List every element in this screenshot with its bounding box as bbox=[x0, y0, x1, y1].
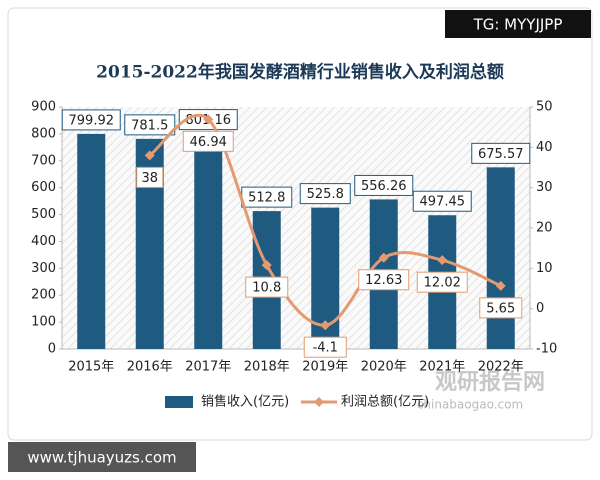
data-label: 781.5 bbox=[131, 118, 168, 133]
x-tick-label: 2018年 bbox=[244, 360, 290, 375]
label-box bbox=[299, 183, 351, 205]
marker bbox=[261, 260, 272, 271]
tag: TG: MYYJJPP bbox=[473, 16, 563, 34]
marker bbox=[203, 114, 214, 125]
y-tick-label: 200 bbox=[31, 288, 56, 303]
watermark-url: chinabaogao.com bbox=[417, 398, 523, 412]
y-tick-label: 900 bbox=[31, 100, 56, 115]
marker bbox=[495, 280, 506, 291]
y-tick-label: 100 bbox=[31, 315, 56, 330]
data-label: 5.65 bbox=[486, 301, 515, 316]
label-box bbox=[412, 190, 472, 212]
data-label: 46.94 bbox=[190, 135, 227, 150]
y2-tick-label: 10 bbox=[536, 261, 553, 276]
bar bbox=[77, 133, 106, 349]
label-box bbox=[61, 109, 121, 131]
label-box bbox=[479, 297, 523, 319]
x-tick-label: 2016年 bbox=[127, 360, 173, 375]
x-tick-label: 2021年 bbox=[419, 360, 465, 375]
y-tick-label: 0 bbox=[48, 342, 56, 357]
label-box bbox=[471, 142, 531, 164]
y-tick-label: 700 bbox=[31, 153, 56, 168]
chart-title: 2015-2022年我国发酵酒精行业销售收入及利润总额 bbox=[96, 62, 504, 83]
data-label: 525.8 bbox=[307, 187, 344, 202]
label-box bbox=[245, 276, 289, 298]
plot-area bbox=[62, 107, 530, 349]
x-tick-label: 2015年 bbox=[68, 360, 114, 375]
data-label: 12.02 bbox=[424, 276, 461, 291]
marker bbox=[144, 150, 155, 161]
y2-tick-label: 20 bbox=[536, 221, 553, 236]
y2-tick-label: 30 bbox=[536, 180, 553, 195]
data-label: -4.1 bbox=[313, 341, 338, 356]
data-label: 10.8 bbox=[252, 281, 281, 296]
x-tick-label: 2019年 bbox=[302, 360, 348, 375]
x-tick-label: 2020年 bbox=[361, 360, 407, 375]
data-label: 512.8 bbox=[248, 191, 285, 206]
y2-tick-label: -10 bbox=[536, 342, 557, 357]
site: www.tjhuayuzs.com bbox=[27, 449, 176, 467]
bar bbox=[194, 133, 223, 349]
y2-tick-label: 40 bbox=[536, 140, 553, 155]
data-label: 38 bbox=[141, 171, 158, 186]
marker bbox=[437, 255, 448, 266]
legend-label: 利润总额(亿元) bbox=[341, 395, 429, 410]
marker bbox=[320, 320, 331, 331]
y-tick-label: 300 bbox=[31, 261, 56, 276]
legend-label: 销售收入(亿元) bbox=[201, 394, 289, 410]
tag-box bbox=[445, 10, 591, 38]
site-box bbox=[8, 442, 196, 472]
bar bbox=[486, 167, 515, 349]
label-box bbox=[182, 130, 234, 152]
watermark: 观研报告网 bbox=[435, 370, 545, 395]
legend-swatch bbox=[314, 397, 324, 407]
data-label: 675.57 bbox=[478, 147, 524, 162]
x-tick-label: 2022年 bbox=[478, 360, 524, 375]
data-label: 799.92 bbox=[69, 113, 115, 128]
y2-tick-label: 0 bbox=[536, 301, 544, 316]
label-box bbox=[136, 166, 164, 188]
y2-tick-label: 50 bbox=[536, 100, 553, 115]
label-box bbox=[416, 271, 468, 293]
label-box bbox=[303, 336, 347, 358]
data-label: 497.45 bbox=[420, 195, 466, 210]
data-label: 12.63 bbox=[365, 273, 402, 288]
marker bbox=[378, 252, 389, 263]
legend-swatch bbox=[165, 396, 193, 408]
data-label: 556.26 bbox=[361, 179, 407, 194]
y-tick-label: 500 bbox=[31, 207, 56, 222]
y-tick-label: 800 bbox=[31, 126, 56, 141]
label-box bbox=[358, 269, 410, 291]
label-box bbox=[124, 114, 176, 136]
x-tick-label: 2017年 bbox=[185, 360, 231, 375]
y-tick-label: 600 bbox=[31, 180, 56, 195]
label-box bbox=[354, 174, 414, 196]
y-tick-label: 400 bbox=[31, 234, 56, 249]
